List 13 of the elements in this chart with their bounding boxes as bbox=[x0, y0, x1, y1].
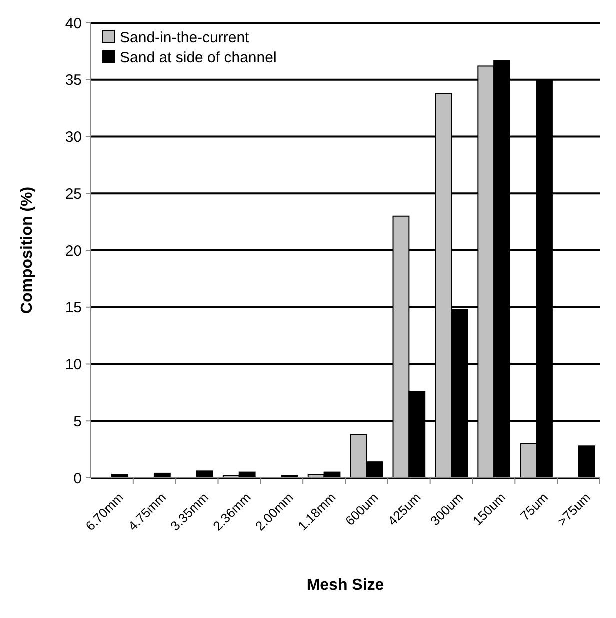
legend-label: Sand-in-the-current bbox=[120, 29, 250, 46]
y-tick-label: 30 bbox=[65, 129, 82, 146]
y-tick-label: 20 bbox=[65, 242, 82, 260]
y-tick-label: 0 bbox=[74, 470, 82, 488]
y-tick-label: 40 bbox=[65, 15, 82, 32]
y-axis-title: Composition (%) bbox=[19, 186, 36, 314]
x-axis-title: Mesh Size bbox=[306, 577, 384, 594]
y-tick-label: 25 bbox=[65, 186, 82, 203]
y-tick-label: 5 bbox=[74, 413, 82, 430]
y-tick-label: 35 bbox=[65, 72, 82, 90]
legend-label: Sand at side of channel bbox=[120, 49, 277, 66]
y-tick-label: 10 bbox=[65, 356, 82, 374]
y-tick-label: 15 bbox=[65, 300, 82, 317]
